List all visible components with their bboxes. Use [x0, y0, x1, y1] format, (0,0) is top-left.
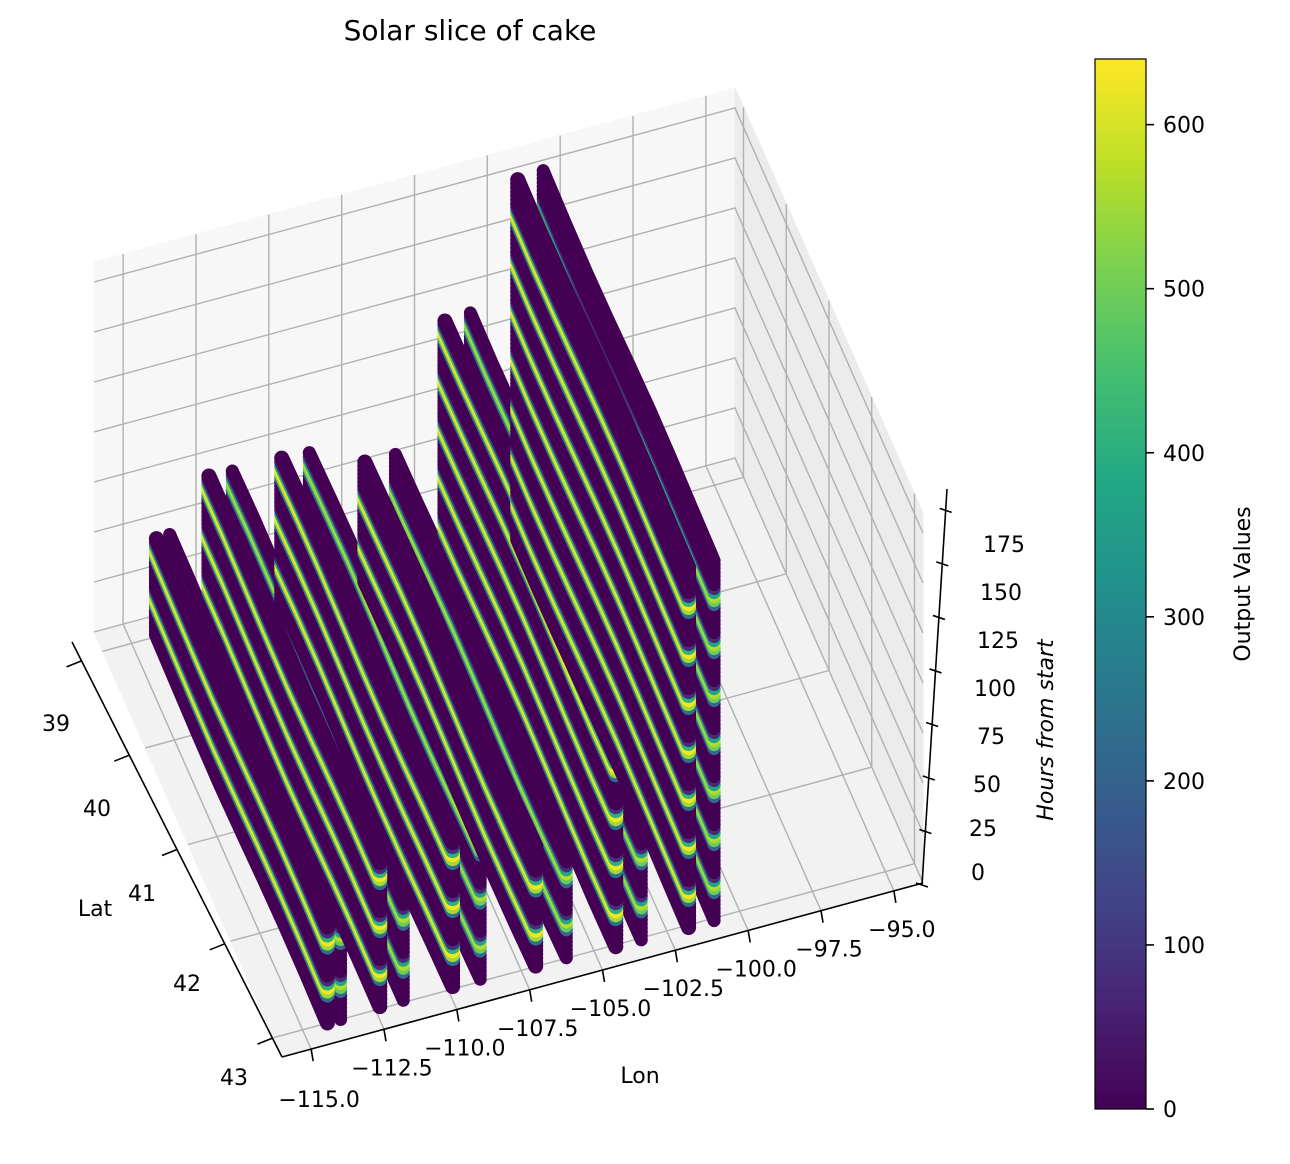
colorbar-tick-label: 300: [1163, 606, 1205, 631]
x-tick: [528, 989, 533, 1002]
z-tick-label: 75: [977, 725, 1005, 750]
data-points: [148, 164, 721, 1031]
x-tick-label: −95.0: [868, 918, 935, 943]
z-tick: [929, 668, 942, 674]
tick-labels: −115.0 −112.5−110.0−107.5−105.0−102.5−100…: [42, 507, 1025, 1113]
x-tick-label: −115.0: [278, 1088, 359, 1113]
z-tick-label: 125: [977, 629, 1019, 654]
y-axis-label: Lat: [78, 897, 113, 922]
data-point: [357, 454, 544, 854]
y-tick: [66, 660, 82, 668]
colorbar-tick-label: 200: [1163, 770, 1205, 795]
y-tick: [113, 754, 130, 762]
series-4: [357, 447, 573, 974]
colorbar-label: Output Values: [1231, 506, 1256, 661]
y-tick-label: 41: [128, 882, 156, 907]
z-tick: [915, 882, 929, 888]
data-point: [148, 531, 335, 935]
colorbar-tick-label: 600: [1163, 114, 1205, 139]
z-tick-label: 175: [983, 533, 1025, 558]
x-tick: [601, 969, 606, 983]
z-tick: [936, 561, 949, 567]
y-tick: [257, 1037, 273, 1045]
colorbar-ticks: 0 100 200 300 400 500 600: [1146, 114, 1205, 1123]
grid-line: [93, 207, 924, 634]
y-tick: [161, 848, 178, 857]
z-axis-label: Hours from start: [1034, 638, 1059, 821]
y-tick-label: 43: [220, 1066, 248, 1091]
y-tick: [209, 943, 226, 951]
x-tick: [310, 1048, 314, 1062]
chart-title: Solar slice of cake: [344, 14, 597, 47]
x-tick-label: −97.5: [795, 938, 862, 963]
y-tick-label: 39: [42, 712, 70, 737]
x-tick-label: −102.5: [643, 977, 724, 1002]
x-tick-label: −110.0: [424, 1037, 505, 1062]
z-tick-label: 50: [973, 773, 1001, 798]
data-point: [536, 164, 721, 568]
z-tick: [919, 828, 932, 835]
z-tick-label: 100: [974, 677, 1016, 702]
grid-line: [93, 307, 924, 734]
x-tick-label: −100.0: [715, 957, 796, 982]
colorbar: [1094, 58, 1147, 1110]
x-axis-label: Lon: [620, 1064, 659, 1089]
x-tick-label: −107.5: [497, 1017, 578, 1042]
data-point: [274, 450, 461, 851]
z-tick: [925, 721, 939, 728]
series-6: [510, 164, 721, 935]
x-tick: [747, 930, 751, 943]
x-tick: [820, 910, 824, 923]
y-tick-label: 42: [173, 972, 201, 997]
colorbar-tick-label: 400: [1163, 442, 1205, 467]
x-tick-label: −105.0: [570, 997, 651, 1022]
data-point: [201, 468, 388, 871]
x-tick-label: −112.5: [351, 1056, 432, 1081]
z-tick: [922, 775, 936, 781]
y-tick-label: 40: [83, 797, 111, 822]
x-tick: [674, 950, 679, 963]
x-tick: [456, 1009, 460, 1022]
z-tick: [939, 507, 952, 514]
z-tick-label: 25: [969, 817, 997, 842]
grid-line: [93, 157, 924, 584]
z-tick-label: 0: [971, 861, 985, 886]
x-tick: [893, 890, 897, 904]
x-tick: [383, 1029, 387, 1042]
z-tick-label: 150: [980, 581, 1022, 606]
grid-line: [93, 257, 924, 684]
z-axis-line: [921, 488, 948, 886]
z-tick: [932, 614, 946, 621]
colorbar-tick-label: 100: [1163, 934, 1205, 959]
grid-line: [93, 107, 924, 534]
colorbar-tick-label: 0: [1163, 1098, 1177, 1123]
colorbar-tick-label: 500: [1163, 278, 1205, 303]
data-point: [510, 172, 697, 575]
